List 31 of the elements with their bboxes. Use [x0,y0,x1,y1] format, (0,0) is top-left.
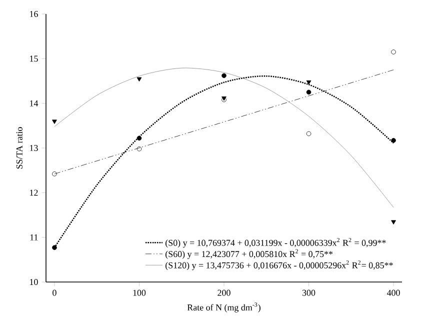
point [52,172,57,176]
point [306,131,312,136]
point [136,136,142,141]
x-tick-label: 200 [218,290,230,296]
point [391,50,396,54]
point [391,138,396,143]
x-tick-label: 0 [52,290,56,296]
y-tick-label: 16 [30,10,38,18]
point [136,146,142,152]
point [222,73,226,78]
point [52,120,57,124]
y-tick-label: 11 [30,234,38,240]
point [306,80,312,85]
y-tick-label: 10 [30,278,38,286]
point [136,77,142,82]
y-tick-label: 13 [30,144,38,152]
x-axis-title: Rate of N (mg dm$^{-3}$) [187,302,260,312]
x-tick-label: 400 [386,290,400,296]
legend-label: (S0) y = 10,769374 + 0,031199x - 0,00006339x$^{2}$ R$^{2}$ = 0,99** [166,238,386,248]
legend-label: (S120) y = 13,475736 + 0,016676x - 0,00005296x$^{2}$ R$^{2}$= 0,85** [166,260,393,270]
point [306,90,312,95]
x-tick-label: 100 [133,290,146,296]
y-axis-title: SS/TA ratio [16,127,22,169]
point [391,220,396,224]
legend-label: (S60) y = 12,423077 + 0,005810x R$^{2}$ = 0,75** [166,249,333,259]
y-tick-label: 14 [30,100,38,106]
point [52,245,57,250]
y-tick-label: 15 [30,56,38,62]
line-series [54,68,394,208]
y-tick-label: 12 [30,190,38,196]
x-tick-label: 300 [302,290,316,296]
